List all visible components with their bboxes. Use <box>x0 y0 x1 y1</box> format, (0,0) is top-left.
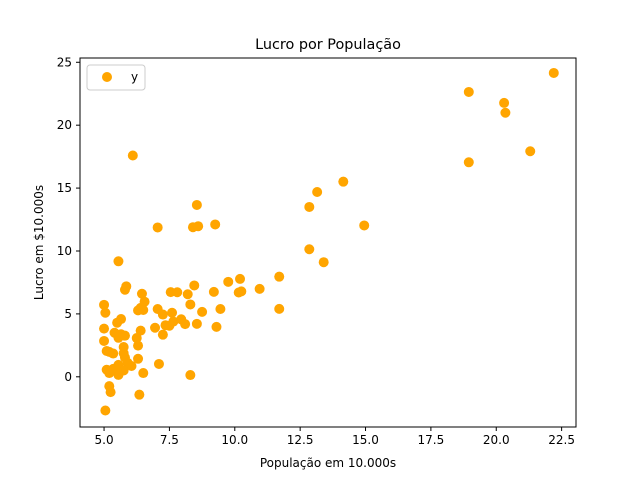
data-point <box>318 257 329 268</box>
data-point <box>191 199 202 210</box>
data-point <box>182 289 193 300</box>
data-points <box>99 67 559 416</box>
data-point <box>136 288 147 299</box>
data-point <box>167 307 178 318</box>
data-point <box>304 244 315 255</box>
data-point <box>185 370 196 381</box>
data-point <box>463 86 474 97</box>
y-tick-label: 25 <box>57 55 72 69</box>
data-point <box>112 317 123 328</box>
data-point <box>134 389 145 400</box>
data-point <box>189 280 200 291</box>
legend-label: y <box>131 70 138 84</box>
data-point <box>105 387 116 398</box>
data-point <box>126 360 137 371</box>
data-point <box>193 221 204 232</box>
data-point <box>210 219 221 230</box>
x-axis: 5.0 7.5 10.0 12.5 15.0 17.5 20.0 22.5 <box>95 427 575 447</box>
data-point <box>153 358 164 369</box>
data-point <box>172 287 183 298</box>
data-point <box>138 305 149 315</box>
data-point <box>463 157 474 168</box>
x-tick-label: 10.0 <box>221 433 248 447</box>
y-axis-label: Lucro em $10.000s <box>32 185 46 300</box>
legend: y <box>86 64 146 91</box>
y-tick-label: 0 <box>64 370 72 384</box>
data-point <box>312 186 323 197</box>
data-point <box>108 348 119 359</box>
data-point <box>99 299 110 310</box>
y-tick-label: 20 <box>57 118 72 132</box>
data-point <box>274 303 285 314</box>
data-point <box>131 333 142 344</box>
x-tick-label: 5.0 <box>95 433 114 447</box>
y-axis: 0 5 10 15 20 25 <box>57 55 80 384</box>
data-point <box>499 97 510 108</box>
data-point <box>104 368 115 379</box>
x-tick-label: 7.5 <box>160 433 179 447</box>
x-tick-label: 22.5 <box>548 433 575 447</box>
x-tick-label: 17.5 <box>418 433 445 447</box>
data-point <box>133 340 144 351</box>
data-point <box>197 306 208 317</box>
data-point <box>113 369 124 380</box>
x-axis-label: População em 10.000s <box>260 456 396 470</box>
y-tick-label: 5 <box>64 307 72 321</box>
data-point <box>152 222 163 233</box>
plot-frame <box>79 57 577 428</box>
plot-area <box>79 57 577 428</box>
data-point <box>236 286 247 297</box>
data-point <box>254 283 265 294</box>
data-point <box>211 321 222 332</box>
y-tick-label: 15 <box>57 181 72 195</box>
data-point <box>274 271 285 282</box>
data-point <box>525 146 536 157</box>
data-point <box>135 325 146 336</box>
data-point <box>113 256 124 267</box>
legend-box <box>86 64 146 91</box>
chart-title: Lucro por População <box>255 37 401 53</box>
data-point <box>133 353 144 364</box>
data-point <box>100 307 111 318</box>
data-point <box>100 405 111 416</box>
data-point <box>500 107 511 118</box>
data-point <box>338 176 349 187</box>
x-tick-label: 12.5 <box>287 433 314 447</box>
data-point <box>150 322 161 333</box>
data-point <box>208 286 219 297</box>
x-tick-label: 20.0 <box>483 433 510 447</box>
data-point <box>157 309 168 320</box>
data-point <box>185 299 196 310</box>
data-point <box>127 150 138 161</box>
data-point <box>157 329 168 340</box>
data-point <box>99 335 110 346</box>
data-point <box>99 323 110 334</box>
data-point <box>191 318 202 329</box>
data-point <box>215 303 226 314</box>
data-point <box>113 332 124 343</box>
x-tick-label: 15.0 <box>352 433 379 447</box>
data-point <box>548 67 559 78</box>
y-tick-label: 10 <box>57 244 72 258</box>
data-point <box>138 368 149 379</box>
data-point <box>359 220 370 231</box>
data-point <box>235 273 246 284</box>
data-point <box>223 276 234 287</box>
data-point <box>121 281 132 292</box>
data-point <box>160 320 171 331</box>
legend-marker <box>102 72 112 82</box>
data-point <box>180 319 191 330</box>
data-point <box>304 201 315 212</box>
